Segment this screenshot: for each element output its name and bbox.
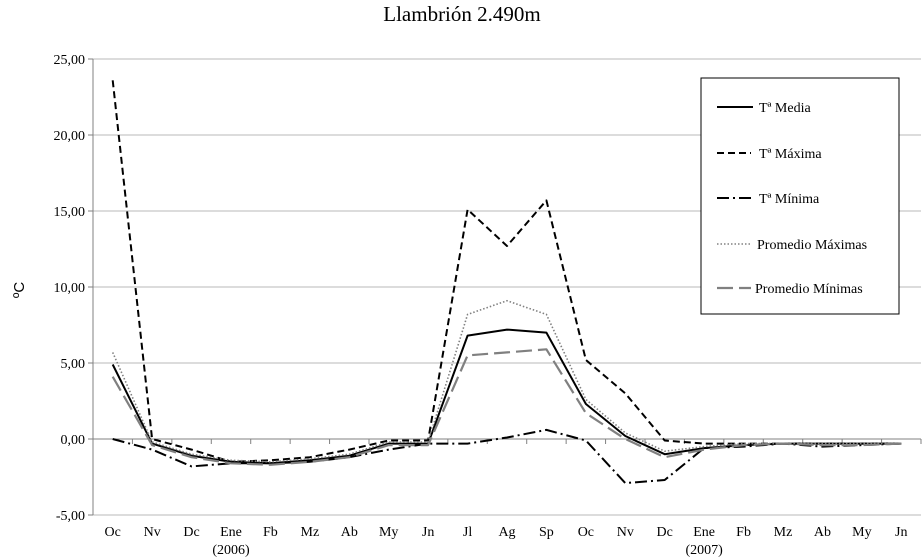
x-tick-labels: Oc Nv Dc Ene Fb Mz Ab My Jn Jl Ag Sp Oc Nv Dc Ene Fb Mz Ab…	[105, 525, 908, 558]
x-tick-label: My	[852, 525, 871, 540]
x-tick-label: Sp	[539, 525, 554, 540]
legend: Tª Media Tª Máxima Tª Mínima Promedio Máxim…	[700, 77, 900, 315]
y-tick-label: 10,00	[54, 281, 86, 296]
legend-box	[700, 77, 900, 315]
x-tick-label: Fb	[263, 525, 278, 540]
x-tick-label: Dc	[657, 525, 673, 540]
legend-label-3: Tª Mínima	[759, 192, 820, 207]
x-tick-label: Ag	[498, 525, 515, 540]
x-tick-label: Nv	[144, 525, 161, 540]
x-year-label: (2007)	[685, 543, 723, 558]
series-line-5	[111, 348, 902, 466]
x-tick-label: Jn	[422, 525, 434, 540]
x-tick-label: Nv	[617, 525, 634, 540]
x-tick-label: Fb	[736, 525, 751, 540]
gridlines	[93, 58, 921, 516]
y-tick-label: 5,00	[61, 357, 86, 372]
x-tick-label: Dc	[183, 525, 199, 540]
y-tick-label: 25,00	[54, 53, 86, 68]
legend-label-5: Promedio Mínimas	[755, 282, 863, 297]
x-tick-label: Oc	[578, 525, 594, 540]
series-line-2	[111, 80, 902, 463]
axes	[88, 58, 922, 516]
legend-label-4: Promedio Máximas	[757, 238, 867, 253]
y-tick-label: -5,00	[56, 509, 85, 524]
y-tick-label: 0,00	[61, 433, 86, 448]
x-tick-label: Oc	[105, 525, 121, 540]
x-tick-label: Ene	[693, 525, 715, 540]
x-year-label: (2006)	[212, 543, 250, 558]
y-tick-labels: -5,00 0,00 5,00 10,00 15,00 20,00 25,00	[54, 53, 86, 524]
x-tick-label: Ab	[814, 525, 831, 540]
x-tick-label: Mz	[301, 525, 320, 540]
y-axis-label: ºC	[11, 282, 28, 298]
x-tick-label: Mz	[774, 525, 793, 540]
x-tick-label: Ab	[341, 525, 358, 540]
y-tick-label: 20,00	[54, 129, 86, 144]
legend-label-2: Tª Máxima	[759, 147, 822, 162]
x-tick-label: Jn	[895, 525, 907, 540]
series-lines	[111, 80, 902, 485]
chart-title: Llambrión 2.490m	[383, 2, 540, 26]
series-line-3	[112, 428, 902, 485]
series-line-4	[111, 299, 902, 463]
x-tick-label: My	[379, 525, 398, 540]
legend-label-1: Tª Media	[759, 101, 811, 116]
y-tick-label: 15,00	[54, 205, 86, 220]
x-tick-label: Ene	[220, 525, 242, 540]
x-tick-label: Jl	[463, 525, 472, 540]
